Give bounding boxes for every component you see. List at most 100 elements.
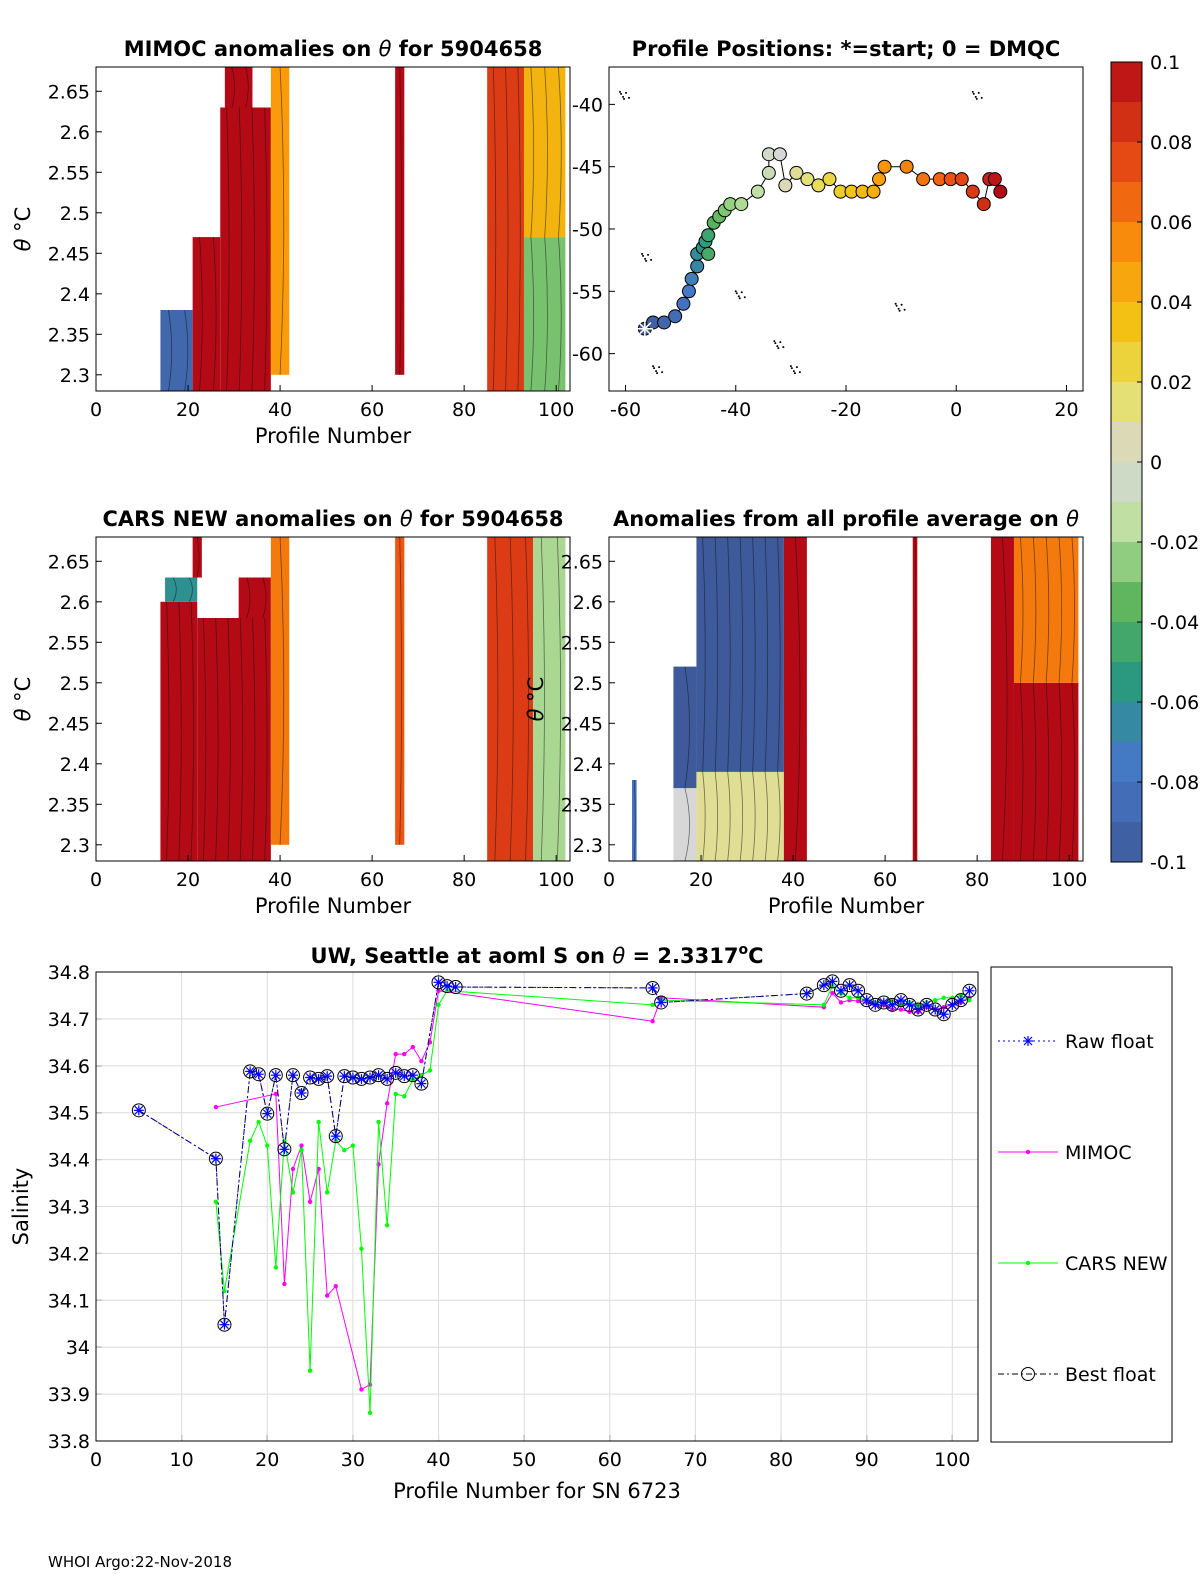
coastline-dot [790,367,793,370]
data-point [299,1148,304,1153]
mimoc-anomaly-chart: 0 20 40 60 80 100 2.65 2.6 2.55 2.5 2.45 2.4 2.35 2.3… [11,37,574,448]
data-point [801,988,812,999]
series-line [138,980,970,1325]
data-point [878,997,889,1008]
data-point [273,1265,279,1270]
coastline-dot [776,345,779,348]
x-tick-label: 80 [965,869,989,891]
x-tick-label: -20 [830,399,861,421]
data-point [821,1002,827,1008]
coastline-dot [655,370,658,373]
legend-marker [1021,1367,1035,1381]
y-tick-label: 2.65 [48,551,90,573]
heatmap-cell [270,537,290,845]
heatmap-cell [632,780,637,861]
axes-frame [95,971,979,1442]
data-point [393,1091,398,1097]
heatmap-cell [160,310,193,391]
data-point [861,995,872,1006]
data-point [835,985,846,996]
colorbar-tick-label: -0.06 [1150,692,1199,714]
data-point [208,1151,223,1166]
contour-line [494,536,499,862]
x-tick-label: 60 [360,869,384,891]
colorbar-tick-label: -0.1 [1150,852,1187,874]
contour-line [231,66,235,108]
star-stroke [442,981,452,991]
star-stroke [836,986,846,996]
star-stroke [331,1131,341,1141]
coastline-dot [795,366,798,369]
profile-position-marker [684,271,699,286]
profile-position-marker [750,184,765,199]
heatmap-cell [696,771,784,861]
y-tick-label: 2.4 [573,754,603,776]
data-point [830,990,835,996]
profile-position-marker [761,165,776,180]
star-stroke [451,982,461,992]
data-point [440,979,455,994]
data-point [279,1144,290,1155]
contour-line [544,66,548,238]
y-tick-label: -55 [572,281,603,303]
data-point [393,1051,398,1057]
contour-line [727,771,731,862]
contour-line [245,66,249,108]
data-point [245,1066,256,1077]
coastline-dot [622,95,625,98]
star-stroke [220,1320,229,1330]
colorbar-tick-label: 0.02 [1150,372,1192,394]
star-stroke [648,983,658,993]
data-point [436,1002,441,1008]
legend: Raw float MIMOC CARS NEW Best float [990,966,1173,1443]
coastline-dot [903,308,906,311]
contour-line [190,601,194,862]
coastline-dot [735,292,738,295]
star-stroke [399,1071,409,1081]
y-tick-label: 2.55 [48,632,90,654]
star-stroke [305,1073,315,1082]
colorbar-segment [1111,182,1142,223]
contour-line [239,617,244,862]
data-point [431,975,446,990]
y-tick-label: 2.6 [60,592,90,614]
data-point [262,1108,273,1119]
contour-line [1020,536,1024,683]
contour-line [1058,536,1063,683]
profile-position-marker [866,184,881,199]
star-stroke [930,1005,940,1014]
footer-stamp: WHOI Argo:22-Nov-2018 [48,1553,232,1571]
star-stroke [862,995,872,1005]
legend-marker [1025,1260,1031,1266]
contour-line [399,536,402,845]
contour-line [727,536,731,772]
data-point [322,1071,333,1082]
x-tick-label: 80 [769,1449,793,1471]
profile-position-marker [778,178,793,193]
contour-line [202,617,207,862]
data-point [290,1166,296,1172]
data-point [382,1073,393,1084]
contour-line [1020,682,1024,862]
contour-line [188,577,193,602]
data-point [893,993,908,1008]
contour-line [517,66,521,392]
coastline-dot [653,367,656,370]
contour-line [540,536,545,862]
coastline-dot [900,303,903,306]
contour-line [558,66,562,238]
colorbar-tick-label: -0.04 [1150,612,1199,634]
contour-line [914,536,917,862]
contour-line [227,617,231,862]
data-point [818,980,829,991]
data-point [213,1104,219,1110]
data-point [376,1119,381,1125]
coastline-dot [738,297,741,300]
coastline-dot [628,96,631,99]
data-point [330,1131,341,1142]
colorbar-tick-label: 0 [1150,452,1162,474]
data-point [919,997,934,1012]
data-point [855,995,861,1000]
contour-line [530,66,535,238]
colorbar-segment [1111,382,1142,423]
